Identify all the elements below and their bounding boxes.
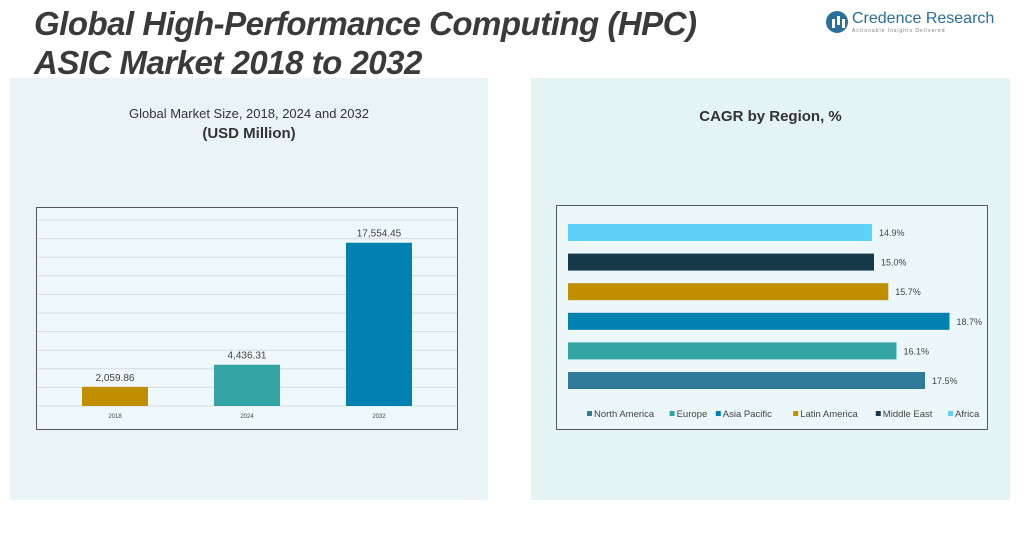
title-line-1: Global High-Performance Computing (HPC) xyxy=(34,5,697,42)
data-label: 2,059.86 xyxy=(96,373,135,384)
legend-item: North America xyxy=(594,409,655,420)
x-tick-label: 2018 xyxy=(108,414,122,420)
title-line-2: ASIC Market 2018 to 2032 xyxy=(34,44,422,81)
legend-item: Latin America xyxy=(800,409,858,420)
logo-name: Credence Research xyxy=(852,10,995,27)
legend-item: Middle East xyxy=(883,409,933,420)
bar-africa xyxy=(568,224,872,241)
bar-north-america xyxy=(568,372,925,389)
data-label: 4,436.31 xyxy=(228,351,267,362)
x-tick-label: 2032 xyxy=(372,414,386,420)
legend-swatch xyxy=(669,411,675,416)
legend-swatch xyxy=(715,411,721,416)
legend-item: Europe xyxy=(677,409,708,420)
data-label: 14.9% xyxy=(879,228,905,238)
market-size-svg: 2,059.86 2018 4,436.31 2024 17,554.45 2032 xyxy=(37,219,457,420)
legend-item: Asia Pacific xyxy=(723,409,772,420)
data-label: 15.0% xyxy=(881,258,907,268)
bar-2018 xyxy=(82,386,148,406)
cagr-title: CAGR by Region, % xyxy=(699,108,842,125)
chart-unit: (USD Million) xyxy=(202,125,296,142)
x-tick-label: 2024 xyxy=(240,414,254,420)
bar-2024 xyxy=(214,364,280,406)
legend-swatch xyxy=(875,411,881,416)
legend-swatch xyxy=(948,411,953,416)
market-size-chart: 2,059.86 2018 4,436.31 2024 17,554.45 2032 xyxy=(36,207,458,430)
data-label: 15.7% xyxy=(895,287,921,297)
bar-middle-east xyxy=(568,253,874,271)
bar-asia-pacific xyxy=(568,312,950,330)
page-title: Global High-Performance Computing (HPC) … xyxy=(34,4,697,82)
bar-2032 xyxy=(346,242,412,406)
cagr-chart: 17.5% 16.1% 18.7% 15.7% 15.0% 14.9% North Amer… xyxy=(556,205,988,430)
legend-swatch xyxy=(587,411,592,416)
data-label: 17.5% xyxy=(932,376,958,386)
cagr-svg: 17.5% 16.1% 18.7% 15.7% 15.0% 14.9% North Amer… xyxy=(568,224,982,420)
chart-subtitle: Global Market Size, 2018, 2024 and 2032 xyxy=(129,106,369,121)
logo-tagline: Actionable Insights Delivered xyxy=(852,28,946,34)
data-label: 16.1% xyxy=(903,346,929,356)
data-label: 17,554.45 xyxy=(357,229,402,240)
data-label: 18.7% xyxy=(956,317,982,327)
legend-item: Africa xyxy=(955,409,980,420)
logo-icon xyxy=(826,11,848,33)
logo: Credence Research Actionable Insights De… xyxy=(826,10,994,34)
bar-europe xyxy=(568,342,897,360)
bar-latin-america xyxy=(568,283,889,301)
legend-swatch xyxy=(793,411,799,416)
